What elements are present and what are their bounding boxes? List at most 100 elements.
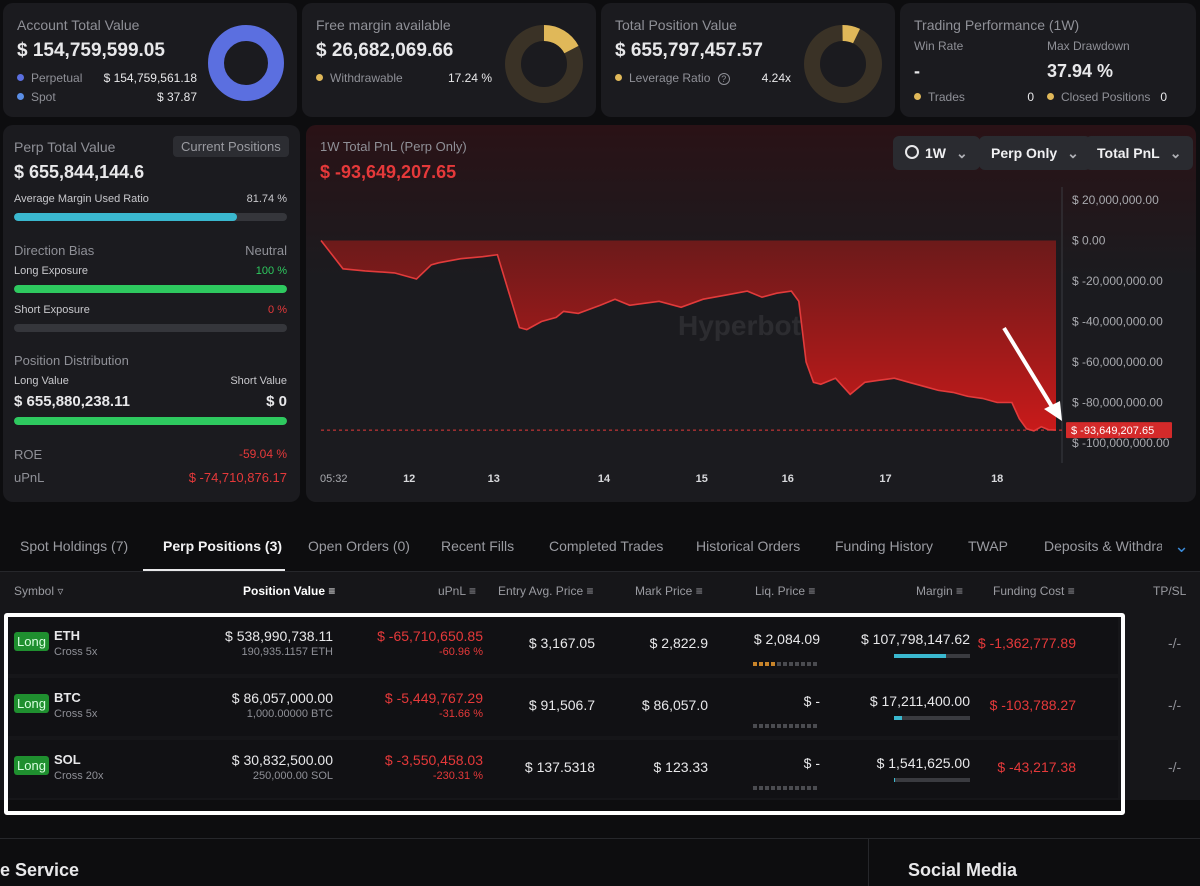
y-tick-label: $ 20,000,000.00 [1072,193,1159,207]
side-badge: Long [14,632,49,651]
scope-dropdown[interactable]: Perp Only ⌄ [979,136,1091,170]
margin-value: $ 107,798,147.62 [861,631,970,647]
leverage-label: Leverage Ratio [629,71,711,85]
position-value-amount: $ 655,797,457.57 [615,40,763,61]
tpsl-value[interactable]: -/- [1168,759,1182,775]
side-badge: Long [14,756,49,775]
position-value-title: Total Position Value [615,17,737,33]
liq-meter-segment [759,786,763,790]
help-circle-icon[interactable]: ? [717,73,730,85]
sort-icon[interactable]: ≡ [328,584,336,598]
tab-funding-history[interactable]: Funding History [835,538,934,554]
tab-active-underline [143,569,285,571]
col-position-value[interactable]: Position Value ≡ [243,584,336,598]
col-entry-price[interactable]: Entry Avg. Price ≡ [498,584,594,598]
position-qty: 1,000.00000 BTC [246,708,333,720]
liq-meter-segment [783,662,787,666]
trades-label: Trades [928,90,965,104]
period-label: 1W [925,145,946,161]
x-tick-label: 15 [696,473,708,485]
table-row[interactable] [8,616,1118,674]
withdrawable-dot [316,74,323,82]
arrow-head-icon [1044,401,1062,421]
tab-deposits-withdrawals[interactable]: Deposits & Withdrav [1044,538,1162,554]
sort-icon[interactable]: ≡ [1067,584,1075,598]
short-exposure-bar [14,324,287,332]
liq-meter-segment [783,724,787,728]
entry-price: $ 91,506.7 [528,697,595,713]
col-symbol[interactable]: Symbol ▿ [14,584,64,598]
liq-meter-segment [777,662,781,666]
table-row[interactable] [8,678,1118,736]
pnl-area-chart[interactable]: Hyperbot $ 20,000,000.00 $ 0.00 $ -20,000,… [306,125,1196,502]
col-funding-cost[interactable]: Funding Cost ≡ [993,584,1075,598]
period-dropdown[interactable]: 1W ⌄ [893,136,980,170]
tab-completed-trades[interactable]: Completed Trades [549,538,664,554]
y-tick-label: $ -60,000,000.00 [1072,355,1163,369]
tab-perp-positions[interactable]: Perp Positions (3) [163,538,283,554]
liq-price: $ 2,084.09 [753,631,820,647]
account-donut-chart [208,25,284,101]
liq-meter-segment [753,724,757,728]
liq-price: $ - [803,693,820,709]
y-tick-label: $ -80,000,000.00 [1072,396,1163,410]
sort-icon[interactable]: ≡ [468,584,476,598]
symbol-name[interactable]: SOL [54,752,81,767]
x-tick-label: 13 [488,473,500,485]
current-value-tag [1066,422,1172,439]
liq-meter-segment [783,786,787,790]
col-mark-price[interactable]: Mark Price ≡ [635,584,703,598]
col-upnl[interactable]: uPnL ≡ [438,584,476,598]
liq-risk-meter [753,653,819,669]
tab-historical-orders[interactable]: Historical Orders [696,538,801,554]
short-value-label: Short Value [230,375,287,387]
sort-icon[interactable]: ≡ [956,584,964,598]
position-value: $ 86,057,000.00 [231,690,333,706]
perpetual-label: Perpetual [31,71,83,85]
pnl-area-fill [321,240,1056,431]
table-row[interactable] [8,740,1118,798]
withdrawable-row: Withdrawable 17.24 % [316,71,492,85]
current-value-label: $ -93,649,207.65 [1071,425,1154,437]
liq-meter-segment [807,724,811,728]
liq-meter-segment [789,662,793,666]
position-donut-chart [804,25,882,103]
sort-icon[interactable]: ≡ [808,584,816,598]
short-exposure-label: Short Exposure [14,304,90,316]
liq-meter-segment [813,662,817,666]
current-positions-badge[interactable]: Current Positions [173,136,289,157]
spot-label: Spot [31,90,56,104]
margin-donut-chart [505,25,583,103]
position-value: $ 30,832,500.00 [231,752,333,768]
liq-meter-segment [795,724,799,728]
position-qty: 250,000.00 SOL [252,770,333,782]
metric-dropdown[interactable]: Total PnL ⌄ [1085,136,1194,170]
tpsl-value[interactable]: -/- [1168,635,1182,651]
expand-tabs-chevron-icon[interactable]: ⌄ [1174,536,1190,556]
liq-meter-segment [765,724,769,728]
scope-label: Perp Only [991,145,1058,161]
perpetual-value: $ 154,759,561.18 [103,71,197,85]
short-exposure-value: 0 % [268,304,287,316]
margin-share-bar [894,778,970,782]
tab-spot-holdings[interactable]: Spot Holdings (7) [20,538,129,554]
tab-recent-fills[interactable]: Recent Fills [441,538,515,554]
upnl-percent: -230.31 % [432,770,483,782]
sort-icon[interactable]: ≡ [586,584,594,598]
filter-icon[interactable]: ▿ [57,584,64,598]
liq-meter-segment [777,724,781,728]
symbol-name[interactable]: ETH [54,628,80,643]
perpetual-row: Perpetual $ 154,759,561.18 [17,71,197,85]
y-tick-label: $ -100,000,000.00 [1072,436,1170,450]
col-margin[interactable]: Margin ≡ [916,584,964,598]
free-margin-card: Free margin available $ 26,682,069.66 Wi… [302,3,596,117]
symbol-name[interactable]: BTC [54,690,81,705]
tpsl-value[interactable]: -/- [1168,697,1182,713]
tab-twap[interactable]: TWAP [968,538,1008,554]
sort-icon[interactable]: ≡ [695,584,703,598]
tab-open-orders[interactable]: Open Orders (0) [308,538,410,554]
col-liq-price[interactable]: Liq. Price ≡ [755,584,816,598]
liq-meter-segment [801,724,805,728]
col-tpsl: TP/SL [1153,584,1187,598]
position-qty: 190,935.1157 ETH [241,646,333,658]
